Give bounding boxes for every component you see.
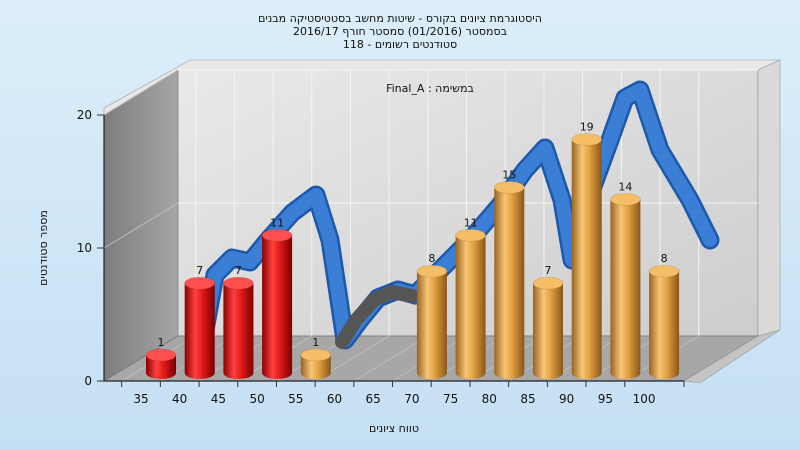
bar: 11 xyxy=(455,216,486,379)
bar-top xyxy=(300,348,332,362)
x-tick-label: 95 xyxy=(598,392,613,406)
y-tick-label: 0 xyxy=(84,374,92,388)
data-label: 7 xyxy=(235,264,242,277)
bar-top xyxy=(261,229,293,242)
bar: 14 xyxy=(610,180,641,379)
data-label: 1 xyxy=(312,336,319,349)
data-label: 1 xyxy=(158,336,165,349)
data-label: 8 xyxy=(428,252,435,265)
y-tick-label: 10 xyxy=(77,241,92,255)
bar-body xyxy=(223,283,254,379)
bar-top xyxy=(610,193,641,206)
data-label: 15 xyxy=(502,168,516,181)
x-tick-label: 45 xyxy=(211,392,226,406)
data-label: 8 xyxy=(661,252,668,265)
bar-body xyxy=(533,283,563,379)
bar-body xyxy=(610,199,641,379)
side-gridline xyxy=(103,202,179,249)
bar: 19 xyxy=(571,121,603,379)
data-label: 7 xyxy=(545,264,552,277)
floor-gridline xyxy=(353,335,429,382)
front-floor-lip xyxy=(683,329,781,384)
bar: 1 xyxy=(145,336,177,379)
x-tick-label: 60 xyxy=(327,392,342,406)
bar: 8 xyxy=(416,252,448,379)
x-tick-label: 80 xyxy=(482,392,497,406)
side-gridline xyxy=(103,69,179,116)
bar-top xyxy=(571,133,603,146)
x-tick-label: 90 xyxy=(559,392,574,406)
bar-body xyxy=(146,355,176,379)
data-label: 19 xyxy=(580,121,594,134)
right-rim xyxy=(757,59,781,337)
bar-top xyxy=(184,276,215,290)
data-label: 11 xyxy=(464,216,478,229)
bar-body xyxy=(494,187,525,379)
bar-top xyxy=(145,348,177,362)
x-tick-label: 100 xyxy=(633,392,656,406)
bar: 15 xyxy=(493,168,525,379)
x-tick-label: 70 xyxy=(404,392,419,406)
chart-title-line-2: בסמסטר (01/2016) סמסטר חורף 2016/17 xyxy=(293,25,507,38)
bar: 11 xyxy=(261,216,293,379)
bar: 7 xyxy=(532,264,564,379)
bar-top xyxy=(455,229,486,242)
bar-body xyxy=(300,355,331,379)
x-axis-title: טווח ציונים xyxy=(369,422,419,435)
bar-top xyxy=(532,276,564,290)
data-label: 7 xyxy=(196,264,203,277)
curve-zero-segment xyxy=(335,285,419,349)
bar-top xyxy=(648,264,680,278)
y-axis-title: מספר סטודנטים xyxy=(37,210,50,286)
bar: 7 xyxy=(223,264,254,379)
bar-body xyxy=(649,271,680,379)
bar-body xyxy=(262,235,293,379)
bar-body xyxy=(416,271,447,379)
bar-body xyxy=(184,283,215,379)
x-tick-label: 55 xyxy=(288,392,303,406)
chart-title-line-3: סטודנטים רשומים - 118 xyxy=(343,38,457,51)
data-label: 14 xyxy=(618,180,632,193)
x-tick-label: 40 xyxy=(172,392,187,406)
x-tick-label: 50 xyxy=(249,392,264,406)
task-annotation: Final_A : במשימה xyxy=(386,82,474,95)
bar: 7 xyxy=(184,264,215,379)
bar-top xyxy=(493,181,525,194)
bar-body xyxy=(571,139,602,379)
bar-body xyxy=(455,235,486,379)
y-tick-label: 20 xyxy=(77,108,92,122)
bar-top xyxy=(416,264,448,278)
x-tick-label: 65 xyxy=(366,392,381,406)
bar: 8 xyxy=(648,252,680,379)
x-tick-label: 35 xyxy=(133,392,148,406)
bar-top xyxy=(223,276,254,290)
data-label: 11 xyxy=(270,216,284,229)
x-tick-label: 75 xyxy=(443,392,458,406)
bar: 1 xyxy=(300,336,332,379)
x-tick-label: 85 xyxy=(520,392,535,406)
chart-title-line-1: היסטוגרמת ציונים בקורס - שיטות מחשב בסטט… xyxy=(258,12,542,25)
